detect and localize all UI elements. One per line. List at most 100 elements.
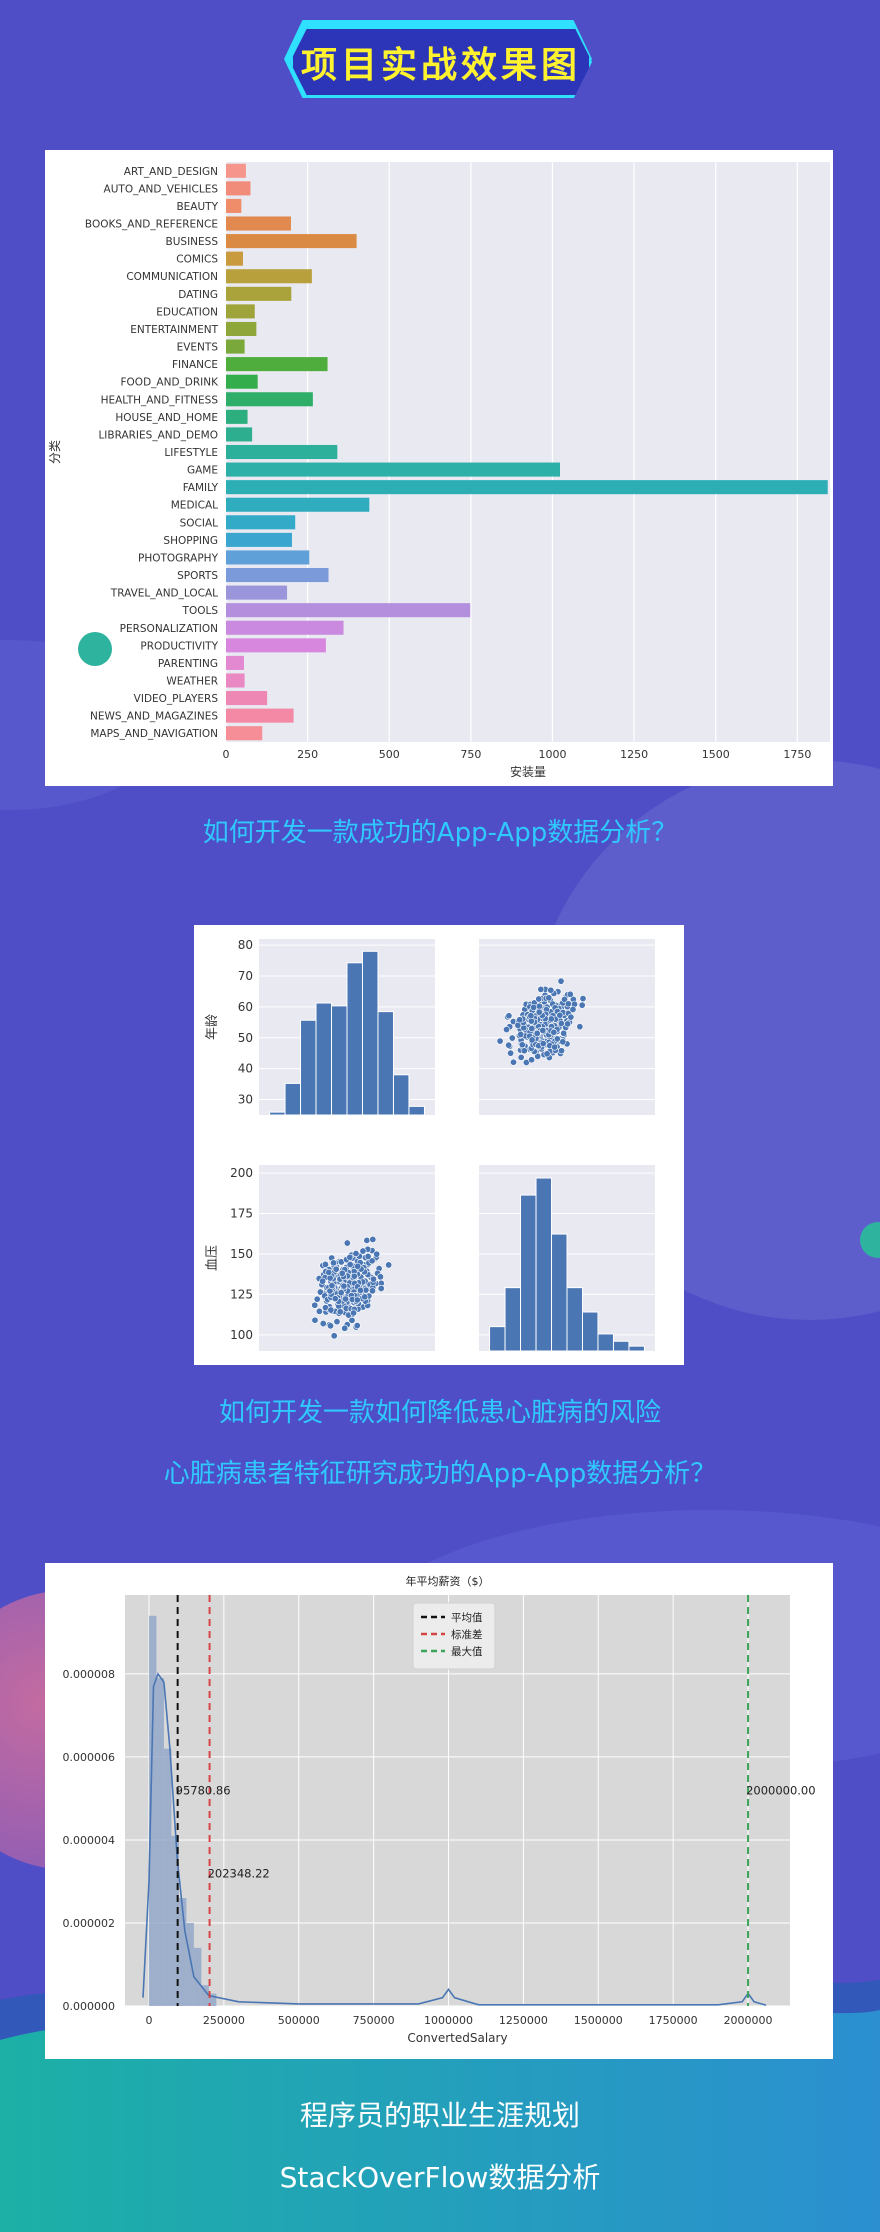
y-tick-label: MAPS_AND_NAVIGATION: [90, 728, 218, 740]
x-tick-label: 1500000: [574, 2014, 623, 2027]
age-tick-label: 30: [238, 1093, 253, 1107]
y-tick-label: EVENTS: [177, 342, 219, 354]
scatter-point: [578, 1001, 586, 1009]
y-tick-label: AUTO_AND_VEHICLES: [104, 183, 219, 195]
scatter-point: [332, 1265, 340, 1273]
bar-personalization: [226, 620, 344, 635]
page-title: 项目实战效果图: [290, 26, 592, 98]
x-tick-label: 250: [297, 748, 318, 761]
legend-entry: 标准差: [451, 1628, 483, 1641]
bar-events: [226, 339, 245, 354]
salary-hist-bar: [163, 1748, 172, 2006]
scatter-point: [518, 1041, 526, 1049]
x-tick-label: 1750: [783, 748, 811, 761]
scatter-point: [311, 1316, 319, 1324]
x-tick-label: 1000000: [424, 2014, 473, 2027]
bp-hist-bar: [628, 1345, 645, 1352]
heart-pairplot-panel: 30 40 50 60 70 80 100 125 150 175 200 年龄 血压: [194, 925, 684, 1365]
scatter-point: [539, 1026, 547, 1034]
caption-career: 程序员的职业生涯规划: [299, 2099, 580, 2132]
y-tick-label: SOCIAL: [180, 517, 219, 529]
scatter-point: [505, 1012, 513, 1020]
bar-beauty: [226, 198, 242, 213]
vline-label: 2000000.00: [746, 1783, 816, 1797]
bp-hist-bar: [551, 1233, 568, 1352]
y-tick-label: FINANCE: [172, 359, 218, 371]
scatter-point: [337, 1289, 345, 1297]
scatter-point: [559, 1038, 567, 1046]
scatter-point: [533, 1029, 541, 1037]
bar-finance: [226, 357, 328, 372]
salary-hist-bar: [156, 1678, 164, 2006]
scatter-point: [330, 1259, 338, 1267]
x-tick-label: 500000: [278, 2014, 320, 2027]
scatter-point: [319, 1277, 327, 1285]
scatter-point: [363, 1236, 371, 1244]
y-tick-label: TRAVEL_AND_LOCAL: [110, 588, 218, 600]
bar-dating: [226, 286, 292, 301]
x-tick-label: 1750000: [649, 2014, 698, 2027]
salary-hist-bar: [186, 1922, 194, 2006]
scatter-point: [356, 1286, 364, 1294]
y-tick-label: FOOD_AND_DRINK: [121, 377, 220, 389]
x-axis-label: ConvertedSalary: [407, 2031, 507, 2045]
x-axis-label: 安装量: [510, 764, 546, 779]
scatter-point: [564, 1020, 572, 1028]
scatter-point: [350, 1272, 358, 1280]
bar-health_and_fitness: [226, 392, 313, 407]
bar-libraries_and_demo: [226, 427, 253, 442]
scatter-point: [564, 1000, 572, 1008]
caption-heart-line2: 心脏病患者特征研究成功的App-App数据分析？: [163, 1459, 717, 1489]
age-hist-bar: [377, 1011, 394, 1116]
y-tick-label: SPORTS: [177, 570, 218, 582]
bar-photography: [226, 550, 310, 565]
age-tick-label: 40: [238, 1062, 253, 1076]
bp-tick-label: 175: [230, 1207, 253, 1221]
bar-maps_and_navigation: [226, 726, 263, 741]
scatter-point: [313, 1295, 321, 1303]
scatter-point: [576, 1023, 584, 1031]
scatter-point: [376, 1273, 384, 1281]
scatter-point: [368, 1257, 376, 1265]
scatter-point: [319, 1320, 327, 1328]
y-tick-label: EDUCATION: [156, 306, 218, 318]
scatter-point: [338, 1269, 346, 1277]
y-tick-label: COMMUNICATION: [126, 271, 218, 283]
bar-business: [226, 234, 357, 249]
x-tick-label: 0: [223, 748, 230, 761]
bar-education: [226, 304, 255, 319]
bp-tick-label: 150: [230, 1247, 253, 1261]
scatter-point: [517, 1053, 525, 1061]
x-tick-label: 750: [460, 748, 481, 761]
scatter-point: [567, 1013, 575, 1021]
salary-distribution-panel: 0 250000 500000 750000 1000000 1250000 1500000…: [45, 1563, 833, 2059]
age-tick-label: 80: [238, 938, 253, 952]
y-tick-label: BUSINESS: [166, 236, 219, 248]
scatter-point: [330, 1332, 338, 1340]
bp-hist-bar: [520, 1194, 537, 1352]
bp-tick-label: 125: [230, 1287, 253, 1301]
scatter-point: [496, 1037, 504, 1045]
y-tick-label: DATING: [178, 289, 218, 301]
y-tick-label: BEAUTY: [176, 201, 218, 213]
x-tick-label: 750000: [353, 2014, 395, 2027]
scatter-point: [566, 990, 574, 998]
age-tick-label: 50: [238, 1031, 253, 1045]
age-hist-bar: [361, 950, 379, 1116]
bp-hist-bar: [581, 1311, 599, 1352]
y-tick-label: LIFESTYLE: [164, 447, 218, 459]
salary-hist-bar: [201, 1985, 209, 2006]
scatter-point: [328, 1282, 336, 1290]
scatter-point: [505, 1041, 513, 1049]
y-tick-label: PHOTOGRAPHY: [138, 552, 219, 564]
scatter-point: [350, 1309, 358, 1317]
vline-label: 202348.22: [208, 1866, 270, 1880]
scatter-point: [557, 1047, 565, 1055]
bar-tools: [226, 603, 471, 618]
scatter-point: [535, 995, 543, 1003]
scatter-point: [539, 1040, 547, 1048]
scatter-point: [316, 1288, 324, 1296]
y-tick-label: ART_AND_DESIGN: [124, 166, 218, 178]
scatter-point: [346, 1260, 354, 1268]
